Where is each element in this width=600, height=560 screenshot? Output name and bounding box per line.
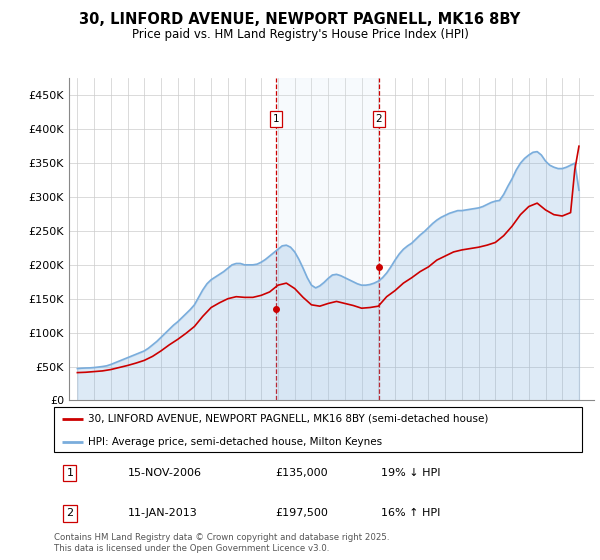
Text: Contains HM Land Registry data © Crown copyright and database right 2025.: Contains HM Land Registry data © Crown c… [54,533,389,542]
Text: 16% ↑ HPI: 16% ↑ HPI [382,508,441,519]
Text: Price paid vs. HM Land Registry's House Price Index (HPI): Price paid vs. HM Land Registry's House … [131,28,469,41]
Text: 2: 2 [376,114,382,124]
Text: 19% ↓ HPI: 19% ↓ HPI [382,468,441,478]
Text: 2: 2 [66,508,73,519]
Bar [276,78,379,400]
Text: 1: 1 [67,468,73,478]
Text: 30, LINFORD AVENUE, NEWPORT PAGNELL, MK16 8BY (semi-detached house): 30, LINFORD AVENUE, NEWPORT PAGNELL, MK1… [88,414,488,424]
Text: 30, LINFORD AVENUE, NEWPORT PAGNELL, MK16 8BY: 30, LINFORD AVENUE, NEWPORT PAGNELL, MK1… [79,12,521,27]
Text: £197,500: £197,500 [276,508,329,519]
Text: 1: 1 [272,114,280,124]
Text: 11-JAN-2013: 11-JAN-2013 [128,508,197,519]
Text: HPI: Average price, semi-detached house, Milton Keynes: HPI: Average price, semi-detached house,… [88,437,382,447]
Text: 15-NOV-2006: 15-NOV-2006 [128,468,202,478]
Text: This data is licensed under the Open Government Licence v3.0.: This data is licensed under the Open Gov… [54,544,329,553]
Text: £135,000: £135,000 [276,468,328,478]
